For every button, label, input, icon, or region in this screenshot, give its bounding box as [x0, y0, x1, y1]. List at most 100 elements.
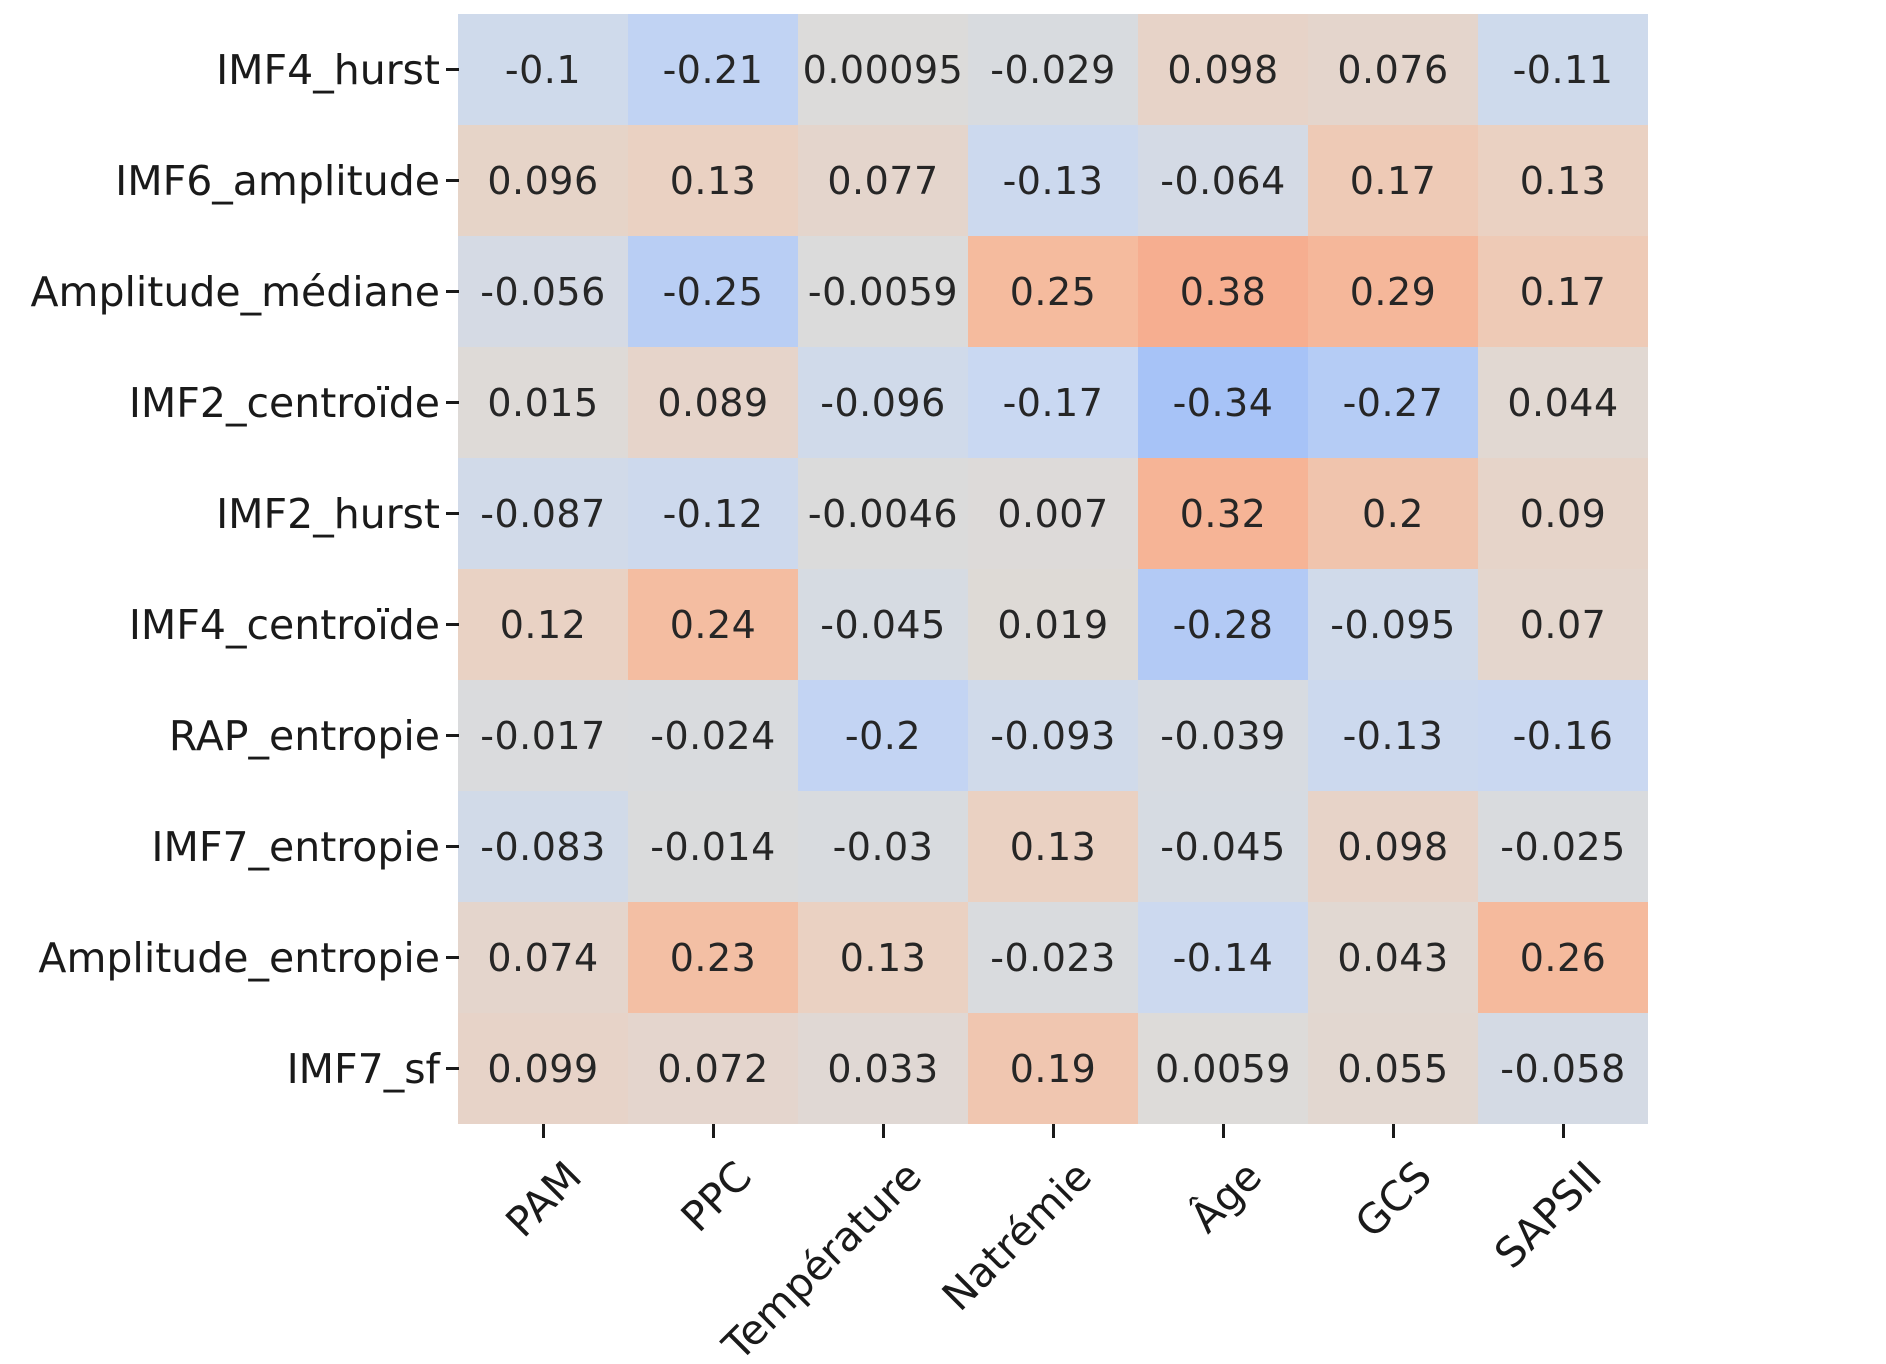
heatmap-cell: -0.17 — [968, 347, 1138, 458]
heatmap-cell: -0.11 — [1478, 14, 1648, 125]
x-tick-label: PAM — [496, 1152, 591, 1247]
y-tick-label: IMF7_sf — [286, 1044, 440, 1093]
heatmap-cell: -0.039 — [1138, 680, 1308, 791]
y-tick-label: IMF4_centroïde — [128, 600, 440, 649]
heatmap-cell: 0.099 — [458, 1013, 628, 1124]
x-tick — [1561, 1124, 1565, 1138]
x-tick-label: SAPSII — [1485, 1152, 1611, 1278]
x-tick — [1391, 1124, 1395, 1138]
heatmap-cell: 0.19 — [968, 1013, 1138, 1124]
heatmap-cell: -0.2 — [798, 680, 968, 791]
heatmap-cell: 0.07 — [1478, 569, 1648, 680]
heatmap-cell: -0.12 — [628, 458, 798, 569]
y-tick — [446, 401, 459, 404]
heatmap-cell: 0.076 — [1308, 14, 1478, 125]
heatmap-cell: 0.13 — [968, 791, 1138, 902]
heatmap-cell: 0.019 — [968, 569, 1138, 680]
heatmap-cell: 0.007 — [968, 458, 1138, 569]
heatmap-cell: -0.13 — [968, 125, 1138, 236]
heatmap-cell: -0.056 — [458, 236, 628, 347]
heatmap-cell: -0.096 — [798, 347, 968, 458]
y-tick-label: IMF6_amplitude — [115, 156, 440, 205]
heatmap-cell: -0.25 — [628, 236, 798, 347]
heatmap-cell: 0.32 — [1138, 458, 1308, 569]
heatmap-cell: 0.033 — [798, 1013, 968, 1124]
y-tick — [446, 68, 459, 71]
heatmap-cell: 0.077 — [798, 125, 968, 236]
heatmap-cell: 0.13 — [628, 125, 798, 236]
heatmap-cell: -0.03 — [798, 791, 968, 902]
y-tick-label: IMF2_hurst — [216, 489, 440, 538]
heatmap-cell: -0.27 — [1308, 347, 1478, 458]
heatmap-cell: -0.029 — [968, 14, 1138, 125]
heatmap-cell: -0.1 — [458, 14, 628, 125]
y-tick — [446, 623, 459, 626]
heatmap-cell: 0.17 — [1478, 236, 1648, 347]
heatmap-cell: 0.0059 — [1138, 1013, 1308, 1124]
y-tick-label: IMF7_entropie — [151, 822, 440, 871]
heatmap-cell: 0.096 — [458, 125, 628, 236]
heatmap-cell: 0.26 — [1478, 902, 1648, 1013]
heatmap-cell: -0.0046 — [798, 458, 968, 569]
heatmap-cell: -0.064 — [1138, 125, 1308, 236]
heatmap-cell: -0.21 — [628, 14, 798, 125]
heatmap-cell: 0.12 — [458, 569, 628, 680]
heatmap-cell: -0.34 — [1138, 347, 1308, 458]
heatmap-cell: 0.23 — [628, 902, 798, 1013]
heatmap-cell: -0.14 — [1138, 902, 1308, 1013]
x-tick — [711, 1124, 715, 1138]
x-tick-label: PPC — [671, 1152, 761, 1242]
y-tick — [446, 512, 459, 515]
heatmap-cell: -0.087 — [458, 458, 628, 569]
heatmap-cell: 0.015 — [458, 347, 628, 458]
heatmap-cell: 0.098 — [1138, 14, 1308, 125]
heatmap-cell: 0.044 — [1478, 347, 1648, 458]
heatmap-cell: -0.017 — [458, 680, 628, 791]
heatmap-cell: 0.25 — [968, 236, 1138, 347]
x-tick-label: GCS — [1345, 1152, 1441, 1248]
heatmap-cell: -0.13 — [1308, 680, 1478, 791]
heatmap-cell: 0.13 — [1478, 125, 1648, 236]
heatmap-cell: 0.055 — [1308, 1013, 1478, 1124]
heatmap-cell: -0.0059 — [798, 236, 968, 347]
y-tick-label: RAP_entropie — [168, 711, 440, 760]
x-tick — [1221, 1124, 1225, 1138]
x-tick-label: Âge — [1180, 1152, 1271, 1243]
y-tick — [446, 845, 459, 848]
heatmap-cell: -0.095 — [1308, 569, 1478, 680]
x-tick — [881, 1124, 885, 1138]
y-tick — [446, 290, 459, 293]
heatmap-cell: 0.072 — [628, 1013, 798, 1124]
heatmap-cell: -0.28 — [1138, 569, 1308, 680]
heatmap-cell: -0.16 — [1478, 680, 1648, 791]
heatmap-cell: 0.074 — [458, 902, 628, 1013]
heatmap-cell: -0.024 — [628, 680, 798, 791]
y-tick-label: Amplitude_entropie — [38, 933, 440, 982]
heatmap-cell: 0.00095 — [798, 14, 968, 125]
heatmap-cell: 0.38 — [1138, 236, 1308, 347]
y-tick-label: IMF4_hurst — [216, 45, 440, 94]
heatmap-cell: -0.093 — [968, 680, 1138, 791]
heatmap-cell: 0.29 — [1308, 236, 1478, 347]
y-tick-label: Amplitude_médiane — [30, 267, 440, 316]
heatmap-cell: -0.025 — [1478, 791, 1648, 902]
heatmap-cell: 0.098 — [1308, 791, 1478, 902]
heatmap-cell: 0.13 — [798, 902, 968, 1013]
heatmap-cell: 0.2 — [1308, 458, 1478, 569]
x-tick — [541, 1124, 545, 1138]
y-tick — [446, 734, 459, 737]
heatmap-cell: -0.045 — [1138, 791, 1308, 902]
x-tick-label: Natrémie — [932, 1152, 1101, 1321]
heatmap-cell: 0.09 — [1478, 458, 1648, 569]
y-tick — [446, 1067, 459, 1070]
heatmap-cell: -0.045 — [798, 569, 968, 680]
y-tick-label: IMF2_centroïde — [128, 378, 440, 427]
heatmap-grid: -0.1 -0.21 0.00095 -0.029 0.098 0.076 -0.11 0.0… — [458, 14, 1648, 1124]
y-tick — [446, 179, 459, 182]
y-tick — [446, 956, 459, 959]
heatmap-cell: 0.17 — [1308, 125, 1478, 236]
heatmap-cell: -0.023 — [968, 902, 1138, 1013]
heatmap-cell: -0.058 — [1478, 1013, 1648, 1124]
heatmap-cell: 0.043 — [1308, 902, 1478, 1013]
